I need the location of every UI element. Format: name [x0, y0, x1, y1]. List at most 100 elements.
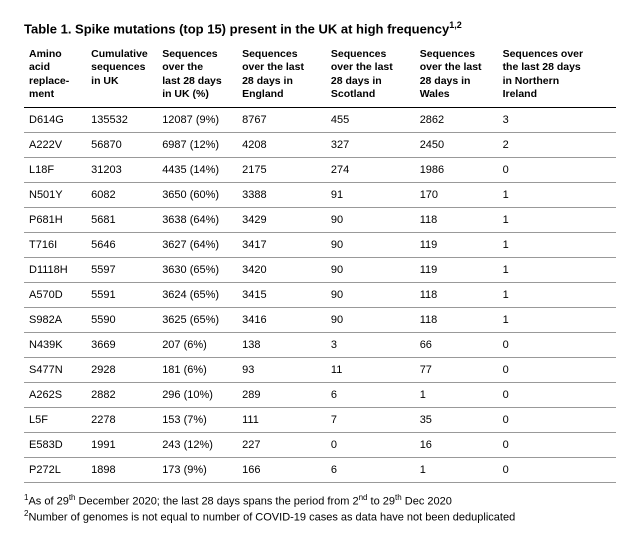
table-cell: 3669 — [86, 332, 157, 357]
table-cell: 1 — [498, 307, 616, 332]
table-cell: 166 — [237, 457, 326, 482]
table-cell: 289 — [237, 382, 326, 407]
table-cell: 90 — [326, 207, 415, 232]
table-cell: T716I — [24, 232, 86, 257]
col-header: Cumulativesequencesin UK — [86, 44, 157, 107]
table-cell: 93 — [237, 357, 326, 382]
table-cell: 5597 — [86, 257, 157, 282]
table-cell: 6 — [326, 457, 415, 482]
table-cell: 207 (6%) — [157, 332, 237, 357]
table-cell: 3625 (65%) — [157, 307, 237, 332]
table-row: N439K3669207 (6%)1383660 — [24, 332, 616, 357]
table-row: T716I56463627 (64%)3417901191 — [24, 232, 616, 257]
table-cell: L18F — [24, 157, 86, 182]
table-row: A570D55913624 (65%)3415901181 — [24, 282, 616, 307]
table-cell: 2278 — [86, 407, 157, 432]
table-cell: 5681 — [86, 207, 157, 232]
table-cell: 3416 — [237, 307, 326, 332]
footnote-1: 1As of 29th December 2020; the last 28 d… — [24, 493, 616, 510]
table-cell: 119 — [415, 232, 498, 257]
col-header: Sequencesover the last28 days inScotland — [326, 44, 415, 107]
table-cell: 3429 — [237, 207, 326, 232]
table-cell: 5590 — [86, 307, 157, 332]
table-cell: 1 — [498, 207, 616, 232]
footnote-2: 2Number of genomes is not equal to numbe… — [24, 509, 616, 526]
table-cell: 11 — [326, 357, 415, 382]
table-cell: 90 — [326, 257, 415, 282]
table-cell: L5F — [24, 407, 86, 432]
mutations-table: Aminoacidreplace-ment Cumulativesequence… — [24, 44, 616, 483]
table-cell: 2928 — [86, 357, 157, 382]
table-row: P272L1898173 (9%)166610 — [24, 457, 616, 482]
table-cell: 181 (6%) — [157, 357, 237, 382]
table-cell: 3624 (65%) — [157, 282, 237, 307]
table-cell: 0 — [498, 382, 616, 407]
table-cell: 2882 — [86, 382, 157, 407]
table-cell: 3417 — [237, 232, 326, 257]
col-header: Sequencesover thelast 28 daysin UK (%) — [157, 44, 237, 107]
table-cell: 90 — [326, 282, 415, 307]
table-cell: 138 — [237, 332, 326, 357]
table-cell: A570D — [24, 282, 86, 307]
table-row: D1118H55973630 (65%)3420901191 — [24, 257, 616, 282]
table-cell: 3420 — [237, 257, 326, 282]
table-cell: 0 — [498, 432, 616, 457]
table-cell: 0 — [498, 157, 616, 182]
table-body: D614G13553212087 (9%)876745528623A222V56… — [24, 107, 616, 482]
table-cell: 3627 (64%) — [157, 232, 237, 257]
table-cell: E583D — [24, 432, 86, 457]
table-cell: 1 — [498, 257, 616, 282]
table-cell: 90 — [326, 232, 415, 257]
table-cell: 16 — [415, 432, 498, 457]
table-cell: 6 — [326, 382, 415, 407]
table-cell: 1 — [415, 382, 498, 407]
table-cell: 3650 (60%) — [157, 182, 237, 207]
table-cell: 118 — [415, 282, 498, 307]
table-cell: D614G — [24, 107, 86, 132]
table-cell: 5591 — [86, 282, 157, 307]
table-cell: 4208 — [237, 132, 326, 157]
table-cell: 6082 — [86, 182, 157, 207]
table-row: A222V568706987 (12%)420832724502 — [24, 132, 616, 157]
table-cell: 5646 — [86, 232, 157, 257]
table-cell: 296 (10%) — [157, 382, 237, 407]
table-cell: 111 — [237, 407, 326, 432]
table-cell: 153 (7%) — [157, 407, 237, 432]
table-row: A262S2882296 (10%)289610 — [24, 382, 616, 407]
table-cell: 7 — [326, 407, 415, 432]
table-title: Table 1. Spike mutations (top 15) presen… — [24, 20, 616, 36]
table-cell: S477N — [24, 357, 86, 382]
col-header: Sequencesover the last28 days inEngland — [237, 44, 326, 107]
table-cell: 0 — [498, 457, 616, 482]
table-cell: 135532 — [86, 107, 157, 132]
table-cell: A262S — [24, 382, 86, 407]
table-cell: 2175 — [237, 157, 326, 182]
table-row: S982A55903625 (65%)3416901181 — [24, 307, 616, 332]
table-cell: 118 — [415, 307, 498, 332]
table-cell: 1898 — [86, 457, 157, 482]
title-superscript: 1,2 — [449, 20, 462, 30]
table-cell: 2450 — [415, 132, 498, 157]
table-cell: 0 — [498, 357, 616, 382]
table-cell: 77 — [415, 357, 498, 382]
table-cell: N501Y — [24, 182, 86, 207]
table-cell: 1 — [498, 182, 616, 207]
table-cell: 90 — [326, 307, 415, 332]
table-cell: 3 — [498, 107, 616, 132]
table-cell: 170 — [415, 182, 498, 207]
table-cell: 31203 — [86, 157, 157, 182]
table-cell: A222V — [24, 132, 86, 157]
table-row: E583D1991243 (12%)2270160 — [24, 432, 616, 457]
title-text: Table 1. Spike mutations (top 15) presen… — [24, 21, 449, 36]
table-cell: S982A — [24, 307, 86, 332]
table-cell: 56870 — [86, 132, 157, 157]
table-cell: 0 — [326, 432, 415, 457]
table-cell: 274 — [326, 157, 415, 182]
table-cell: N439K — [24, 332, 86, 357]
table-row: N501Y60823650 (60%)3388911701 — [24, 182, 616, 207]
table-row: L18F312034435 (14%)217527419860 — [24, 157, 616, 182]
table-cell: 91 — [326, 182, 415, 207]
table-row: D614G13553212087 (9%)876745528623 — [24, 107, 616, 132]
footnotes: 1As of 29th December 2020; the last 28 d… — [24, 493, 616, 526]
table-cell: 3 — [326, 332, 415, 357]
